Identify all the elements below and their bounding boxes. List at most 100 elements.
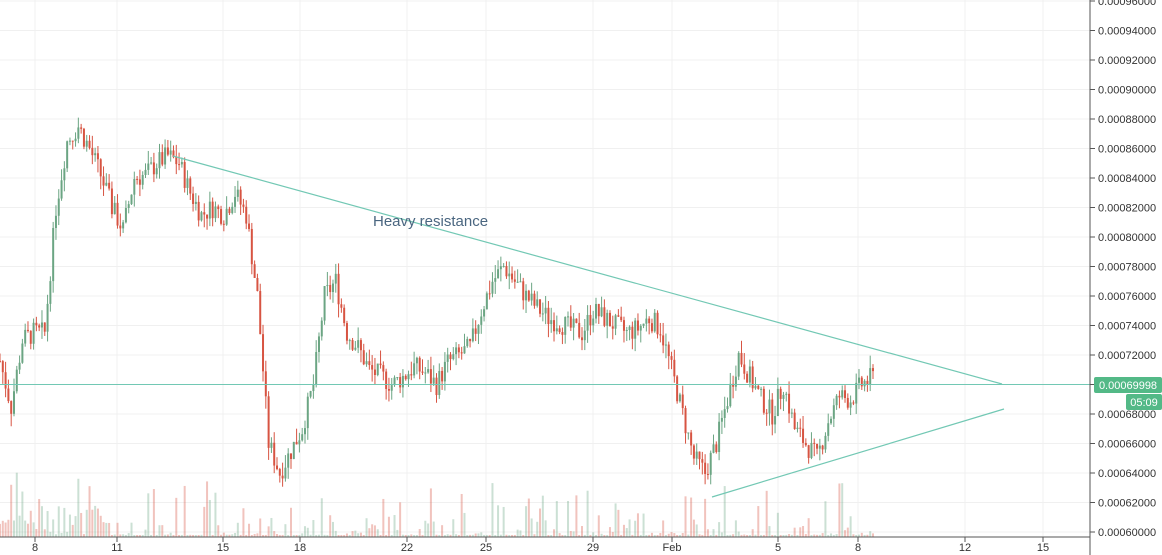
volume-bar	[816, 534, 819, 537]
volume-bar	[292, 534, 295, 537]
candle-body	[15, 369, 18, 392]
candle-body	[116, 202, 119, 226]
volume-bar	[399, 502, 402, 537]
volume-bar	[491, 483, 494, 537]
candle-body	[306, 396, 309, 429]
candle-body	[110, 188, 113, 215]
candle-body	[144, 169, 147, 175]
candle-body	[567, 316, 570, 318]
volume-bar	[60, 532, 63, 537]
volume-bar	[564, 534, 567, 537]
volume-bar	[469, 534, 472, 537]
candle-body	[424, 372, 427, 374]
volume-bar	[82, 534, 85, 537]
candle-body	[382, 365, 385, 372]
candle-body	[788, 393, 791, 414]
candle-body	[852, 402, 855, 404]
y-tick-label: 0.00082000	[1098, 203, 1156, 215]
candle-body	[175, 157, 178, 165]
price-axis[interactable]: 0.00060000 0.00062000 0.00064000 0.00066000…	[1089, 0, 1156, 555]
volume-bar	[695, 524, 698, 537]
volume-bar	[858, 534, 861, 537]
candle-body	[497, 269, 500, 279]
candle-body	[421, 371, 424, 373]
candle-body	[130, 194, 133, 205]
candle-body	[488, 293, 491, 295]
volume-bar	[404, 534, 407, 537]
volume-bar	[597, 515, 600, 537]
candle-body	[94, 153, 97, 156]
candle-body	[253, 264, 256, 278]
candle-body	[606, 312, 609, 326]
volume-bar	[432, 521, 435, 537]
candle-body	[746, 373, 749, 383]
candle-body	[474, 328, 477, 334]
candle-body	[152, 162, 155, 175]
candle-body	[449, 354, 452, 360]
candle-body	[166, 147, 169, 155]
volume-bar	[650, 532, 653, 537]
candle-body	[315, 352, 318, 385]
countdown-badge	[1126, 394, 1162, 410]
candle-body	[513, 279, 516, 282]
candle-body	[10, 401, 13, 414]
candle-body	[790, 412, 793, 414]
support-trendline[interactable]	[711, 408, 1005, 498]
volume-bar	[144, 529, 147, 537]
candle-body	[550, 320, 553, 325]
volume-bar	[220, 534, 223, 537]
candle-body	[1, 361, 4, 373]
volume-bar	[830, 533, 833, 537]
resistance-trendline[interactable]	[172, 155, 1003, 385]
x-tick-label: 25	[480, 542, 492, 554]
candle-body	[379, 363, 382, 366]
candle-body	[715, 444, 718, 453]
candle-body	[373, 369, 376, 375]
y-tick-label: 0.00086000	[1098, 144, 1156, 156]
volume-bar	[32, 522, 35, 537]
volume-bar	[768, 526, 771, 537]
volume-bar	[844, 530, 847, 537]
volume-bar	[676, 535, 679, 537]
candle-body	[723, 409, 726, 418]
volume-bar	[309, 534, 312, 537]
volume-bar	[267, 526, 270, 537]
candle-body	[718, 421, 721, 453]
candle-body	[530, 293, 533, 301]
volume-bar	[290, 507, 292, 537]
x-tick-label: 8	[855, 542, 861, 554]
volume-bar	[18, 515, 21, 537]
candle-body	[687, 432, 690, 434]
x-tick-label: 11	[111, 542, 122, 554]
candle-body	[541, 313, 544, 315]
candle-body	[200, 212, 203, 221]
candle-body	[21, 343, 24, 363]
volume-bar	[673, 533, 676, 537]
candle-body	[345, 323, 348, 341]
volume-bar	[138, 535, 141, 537]
volume-bar	[326, 534, 329, 537]
candle-body	[236, 189, 239, 197]
candle-body	[597, 303, 600, 317]
candle-body	[222, 223, 225, 225]
volume-bar	[320, 498, 323, 537]
volume-bar	[636, 513, 639, 537]
volume-bar	[371, 524, 374, 537]
volume-bar	[401, 534, 404, 537]
candle-body	[656, 312, 659, 335]
volume-bar	[281, 534, 284, 537]
volume-bar	[203, 506, 206, 537]
volume-bar	[561, 535, 564, 537]
volume-bar	[110, 535, 113, 537]
volume-bar	[642, 513, 645, 537]
candle-body	[301, 434, 304, 441]
x-tick-label: 15	[217, 542, 229, 554]
time-axis[interactable]: 8 11 15 18 22 25 29 Feb 5 8 12 15	[0, 536, 1090, 554]
volume-bar	[802, 525, 805, 537]
candle-body	[539, 299, 542, 314]
volume-bar	[558, 533, 561, 537]
candle-body	[849, 402, 852, 408]
volume-bar	[284, 524, 287, 537]
volume-bar	[382, 498, 385, 537]
